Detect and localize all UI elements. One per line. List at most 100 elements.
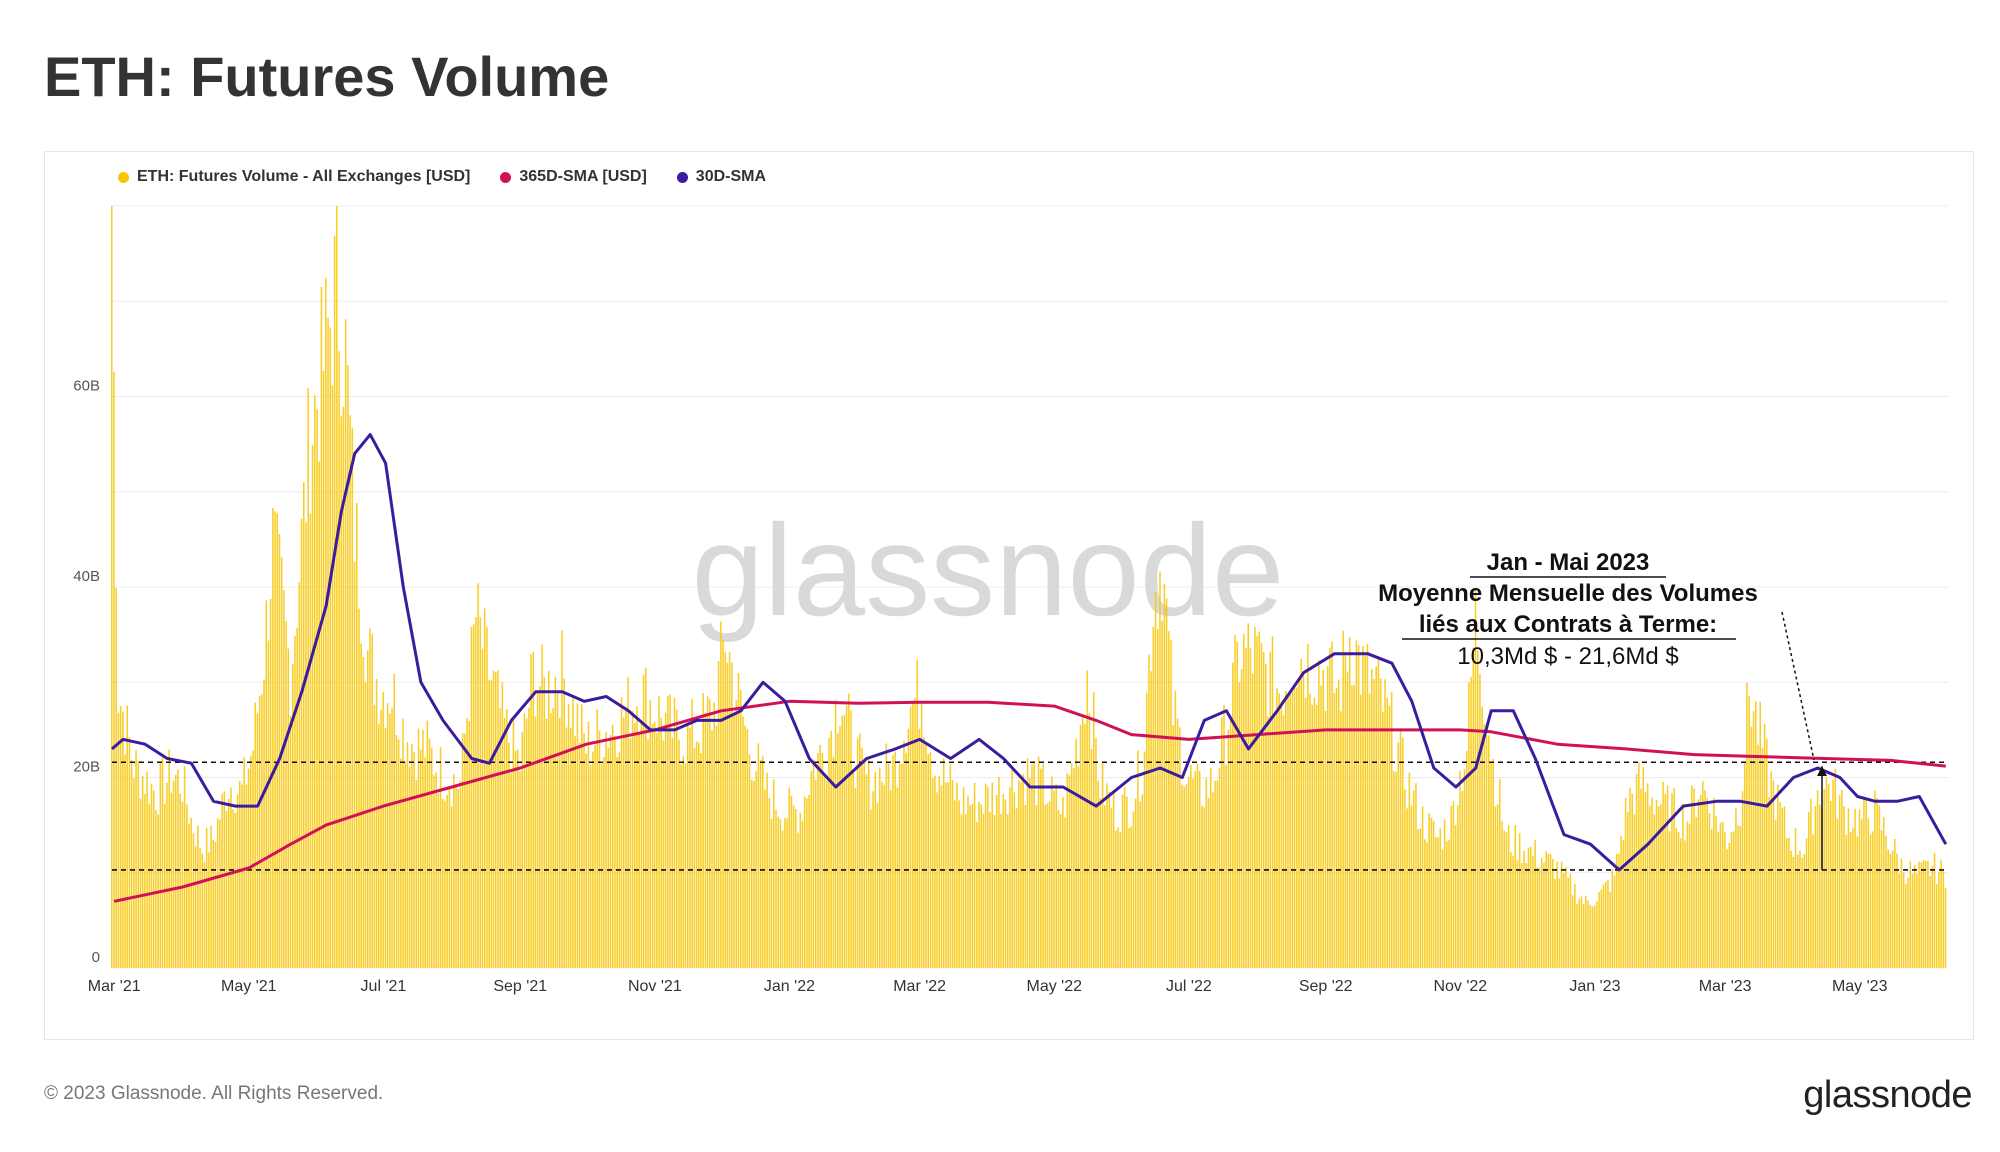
volume-bar [1488, 735, 1490, 968]
volume-bar [622, 717, 625, 968]
y-tick-label: 60B [73, 378, 100, 395]
volume-bar [366, 650, 369, 968]
volume-bar [1099, 798, 1102, 968]
volume-bar [797, 832, 799, 968]
volume-bar [1267, 716, 1269, 968]
volume-bar [1245, 648, 1247, 968]
volume-bar [302, 482, 305, 968]
volume-bar [1887, 849, 1889, 968]
volume-bar [1834, 768, 1837, 968]
volume-bar [230, 787, 232, 968]
volume-bar [1015, 808, 1018, 968]
volume-bar [1494, 806, 1497, 968]
volume-bar [998, 777, 1000, 968]
volume-bar [1227, 729, 1230, 968]
legend-item-volume[interactable]: ETH: Futures Volume - All Exchanges [USD… [118, 168, 470, 186]
volume-bar [285, 620, 287, 968]
volume-bar [1693, 788, 1695, 968]
volume-bar [1627, 812, 1629, 968]
volume-bar [1446, 841, 1448, 968]
volume-bar [1501, 820, 1503, 968]
volume-bar [971, 803, 974, 968]
volume-bar [1677, 831, 1680, 968]
volume-bar [117, 712, 120, 968]
volume-bar [1717, 832, 1720, 968]
volume-bar [1068, 775, 1071, 968]
volume-bar [671, 737, 674, 968]
volume-bar [576, 703, 579, 968]
volume-bar [532, 652, 535, 968]
volume-bar [1057, 809, 1060, 968]
volume-bar [1342, 630, 1344, 968]
volume-bar [1640, 788, 1642, 968]
volume-bar [1852, 827, 1854, 968]
volume-bar [570, 727, 572, 968]
volume-bar [508, 742, 510, 968]
volume-bar [726, 662, 729, 968]
legend-item-30d-sma[interactable]: 30D-SMA [676, 168, 766, 186]
volume-bar [1849, 832, 1852, 968]
volume-bar [713, 702, 715, 968]
x-tick-label: Nov '22 [1433, 978, 1487, 995]
volume-bar [1935, 884, 1938, 968]
x-tick-label: May '21 [221, 978, 277, 995]
y-tick-label: 20B [73, 759, 100, 776]
volume-bar [1721, 821, 1724, 968]
volume-bar [486, 626, 488, 968]
volume-bar [1883, 817, 1885, 968]
volume-bar [1675, 827, 1678, 968]
volume-bar [386, 703, 389, 968]
volume-bar [241, 784, 243, 968]
volume-bar [1574, 883, 1576, 968]
volume-bar [1362, 645, 1364, 968]
reference-lines [112, 761, 1948, 871]
volume-bar [706, 696, 709, 968]
volume-bar [490, 680, 493, 968]
volume-bar [530, 654, 532, 968]
volume-bar [1728, 843, 1731, 968]
volume-bar [695, 741, 698, 968]
volume-bar [1869, 834, 1872, 968]
volume-bar [397, 739, 400, 968]
volume-bar [735, 700, 738, 968]
volume-bar [1013, 792, 1016, 968]
volume-bar [1119, 832, 1122, 968]
volume-bar [550, 713, 552, 968]
volume-bar [561, 630, 563, 968]
volume-bar [552, 708, 554, 968]
volume-bar [197, 825, 199, 968]
volume-bar [1847, 808, 1850, 968]
volume-bar [280, 557, 283, 968]
volume-bar [1421, 806, 1424, 968]
volume-bar [1858, 809, 1861, 968]
glassnode-logo: glassnode [1803, 1074, 1972, 1116]
volume-bar [1225, 764, 1227, 968]
volume-bar [790, 795, 793, 968]
volume-bar [1315, 704, 1318, 968]
volume-bar [1185, 784, 1188, 968]
volume-bar [424, 757, 426, 968]
volume-bar [1137, 750, 1139, 968]
volume-bar [861, 747, 863, 968]
volume-bar [305, 522, 307, 968]
volume-bar [903, 740, 905, 968]
volume-bar [406, 742, 409, 968]
volume-bar [1563, 873, 1565, 968]
volume-bar [1615, 853, 1618, 968]
volume-bar [596, 708, 599, 968]
legend-item-365d-sma[interactable]: 365D-SMA [USD] [500, 168, 647, 186]
volume-bar [1212, 792, 1214, 968]
volume-bar [208, 852, 210, 968]
volume-bar [128, 737, 131, 968]
volume-bar [620, 697, 623, 968]
volume-bar [1891, 850, 1894, 968]
x-tick-label: Sep '21 [493, 978, 547, 995]
volume-bar [600, 763, 603, 968]
volume-bar [1653, 814, 1656, 968]
volume-bar [238, 781, 241, 968]
volume-bar [1538, 867, 1541, 968]
volume-bar [669, 694, 671, 968]
volume-bar [627, 677, 629, 968]
volume-bar [1326, 666, 1329, 968]
volume-bar [1688, 823, 1691, 968]
